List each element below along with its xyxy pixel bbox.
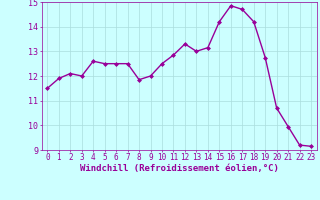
- X-axis label: Windchill (Refroidissement éolien,°C): Windchill (Refroidissement éolien,°C): [80, 164, 279, 173]
